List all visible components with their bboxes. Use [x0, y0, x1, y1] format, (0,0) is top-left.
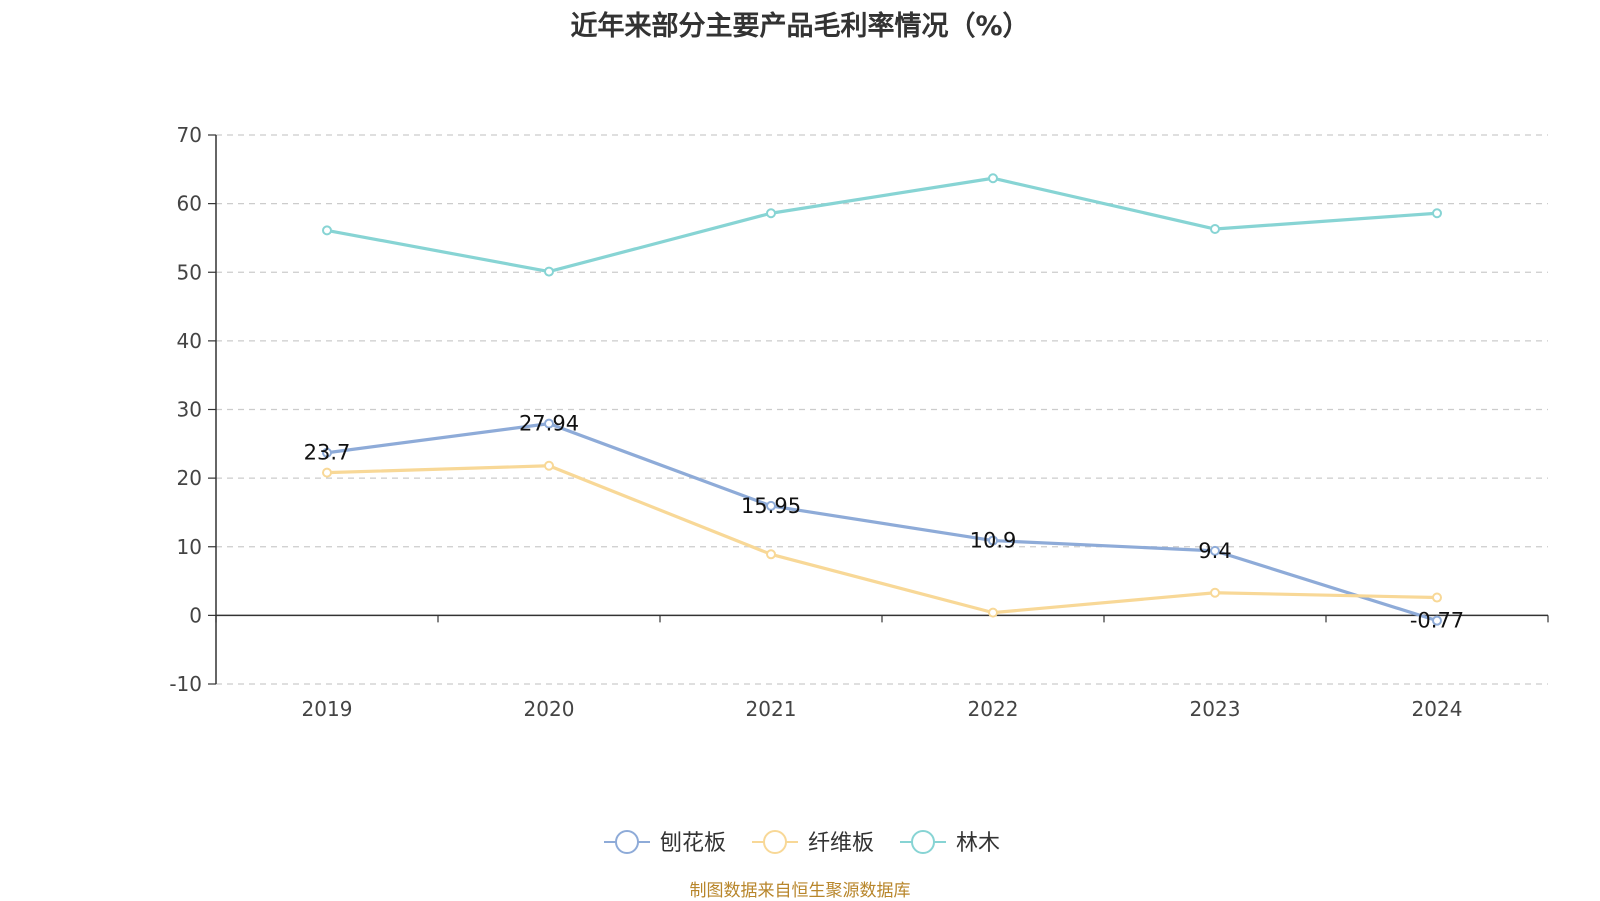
- data-point: [1432, 208, 1442, 219]
- legend-label: 林木: [956, 831, 1000, 856]
- x-tick-label: 2024: [1412, 697, 1463, 721]
- x-axis-ticks: 2019 2020 2021 2022 2023 2024: [215, 615, 1549, 721]
- data-point: [1210, 545, 1220, 556]
- data-point: [322, 225, 332, 236]
- data-label: 27.94: [519, 412, 579, 436]
- x-tick-label: 2020: [524, 697, 575, 721]
- data-label: 15.95: [741, 494, 801, 518]
- series-line: [326, 176, 1438, 274]
- data-point: [544, 418, 554, 429]
- data-point: [1210, 587, 1220, 598]
- y-tick-label: 0: [189, 603, 202, 627]
- y-tick-label: 10: [177, 535, 202, 559]
- x-tick-label: 2023: [1190, 697, 1241, 721]
- legend-item[interactable]: 刨花板: [604, 830, 726, 856]
- data-point: [988, 607, 998, 618]
- y-tick-label: -10: [169, 672, 202, 696]
- y-tick-label: 30: [177, 398, 202, 422]
- y-tick-label: 20: [177, 466, 202, 490]
- data-point: [1432, 615, 1442, 626]
- data-labels: 23.7 27.94 15.95 10.9 9.4 -0.77: [304, 412, 1465, 633]
- legend-item[interactable]: 纤维板: [752, 830, 874, 856]
- data-point: [1432, 592, 1442, 603]
- data-point: [1210, 224, 1220, 235]
- y-tick-label: 60: [177, 192, 202, 216]
- legend-label: 刨花板: [660, 831, 726, 856]
- legend-item[interactable]: 林木: [900, 830, 1000, 856]
- x-tick-label: 2021: [746, 697, 797, 721]
- data-label: 9.4: [1198, 539, 1231, 563]
- grid-lines: [216, 134, 1548, 685]
- data-point: [544, 460, 554, 471]
- legend[interactable]: 刨花板 纤维板 林木: [604, 830, 1000, 856]
- data-point: [544, 266, 554, 277]
- source-note: 制图数据来自恒生聚源数据库: [689, 881, 911, 901]
- chart-title: 近年来部分主要产品毛利率情况（%）: [570, 11, 1030, 42]
- series-group: [322, 173, 1442, 626]
- data-point: [988, 173, 998, 184]
- data-point: [766, 549, 776, 560]
- data-point: [322, 447, 332, 458]
- legend-marker: [763, 830, 787, 854]
- legend-marker: [615, 830, 639, 854]
- data-label: 10.9: [970, 529, 1017, 553]
- data-point: [766, 208, 776, 219]
- y-tick-label: 70: [177, 123, 202, 147]
- x-tick-label: 2022: [968, 697, 1019, 721]
- series-line: [326, 464, 1438, 615]
- data-label: -0.77: [1410, 609, 1464, 633]
- x-tick-label: 2019: [302, 697, 353, 721]
- y-tick-label: 40: [177, 329, 202, 353]
- legend-marker: [911, 830, 935, 854]
- legend-label: 纤维板: [808, 831, 874, 856]
- y-tick-label: 50: [177, 260, 202, 284]
- data-point: [322, 467, 332, 478]
- y-axis-ticks: -10 0 10 20 30 40 50 60 70: [169, 123, 216, 696]
- data-point: [988, 535, 998, 546]
- data-label: 23.7: [304, 441, 351, 465]
- data-point: [766, 500, 776, 511]
- series-line: [326, 422, 1438, 623]
